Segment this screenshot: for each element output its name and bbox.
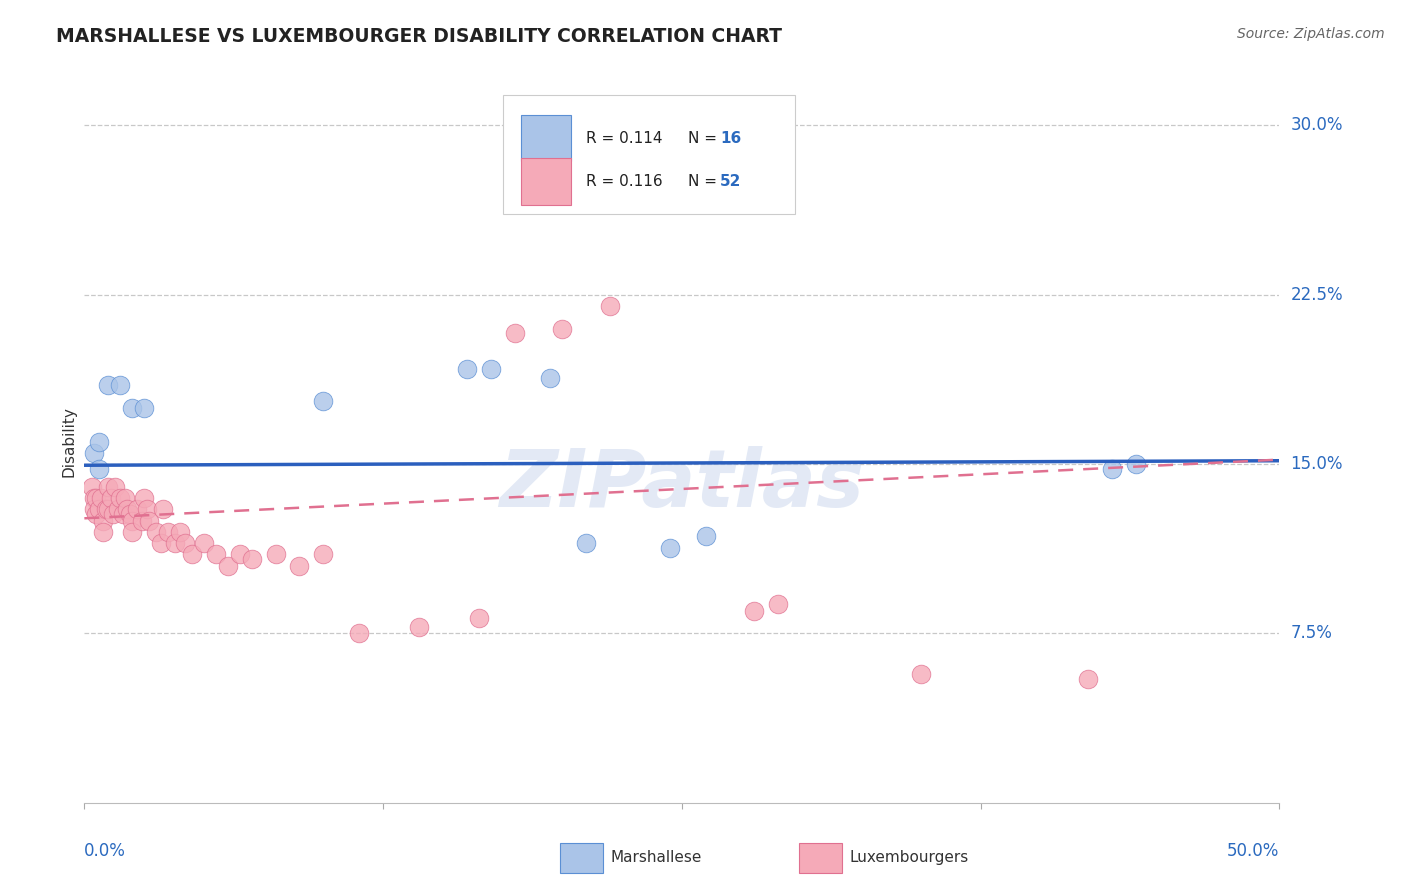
Point — [659, 541, 682, 555]
Point — [1077, 672, 1099, 686]
Text: MARSHALLESE VS LUXEMBOURGER DISABILITY CORRELATION CHART: MARSHALLESE VS LUXEMBOURGER DISABILITY C… — [56, 27, 782, 45]
Point — [87, 502, 110, 516]
FancyBboxPatch shape — [503, 95, 796, 214]
Point — [165, 536, 187, 550]
FancyBboxPatch shape — [799, 843, 842, 873]
Point — [468, 610, 491, 624]
Point — [205, 548, 228, 562]
Point — [1125, 457, 1147, 471]
Point — [742, 604, 765, 618]
Point — [145, 524, 167, 539]
Point — [117, 502, 139, 516]
Text: 0.0%: 0.0% — [84, 842, 127, 860]
Point — [86, 491, 108, 505]
Y-axis label: Disability: Disability — [60, 406, 76, 477]
Point — [93, 524, 115, 539]
Point — [110, 378, 132, 392]
Point — [193, 536, 215, 550]
Point — [910, 667, 932, 681]
Point — [80, 480, 103, 494]
Point — [97, 378, 120, 392]
Point — [575, 536, 598, 550]
Point — [240, 552, 263, 566]
Point — [135, 502, 157, 516]
Text: Luxembourgers: Luxembourgers — [849, 850, 969, 865]
Point — [181, 548, 204, 562]
Point — [121, 401, 143, 415]
Text: 16: 16 — [720, 130, 741, 145]
Point — [157, 524, 180, 539]
Text: 50.0%: 50.0% — [1227, 842, 1279, 860]
Point — [94, 502, 117, 516]
Text: R = 0.116: R = 0.116 — [586, 174, 662, 189]
Point — [87, 461, 110, 475]
Point — [93, 514, 115, 528]
Point — [173, 536, 195, 550]
Point — [551, 321, 574, 335]
Point — [83, 502, 105, 516]
Point — [132, 491, 156, 505]
Point — [1101, 461, 1123, 475]
Text: 52: 52 — [720, 174, 741, 189]
Point — [100, 491, 122, 505]
Text: 15.0%: 15.0% — [1291, 455, 1343, 473]
Point — [111, 507, 134, 521]
Text: R = 0.114: R = 0.114 — [586, 130, 662, 145]
Point — [104, 480, 127, 494]
Point — [349, 626, 371, 640]
Point — [83, 491, 105, 505]
FancyBboxPatch shape — [520, 158, 571, 204]
Text: 7.5%: 7.5% — [1291, 624, 1333, 642]
Text: Marshallese: Marshallese — [610, 850, 702, 865]
Text: N =: N = — [688, 130, 721, 145]
Point — [599, 299, 621, 313]
Point — [766, 175, 789, 189]
FancyBboxPatch shape — [520, 115, 571, 161]
Point — [540, 371, 562, 385]
Point — [766, 597, 789, 611]
Point — [86, 507, 108, 521]
Point — [118, 507, 141, 521]
Point — [217, 558, 239, 573]
Point — [152, 502, 174, 516]
Point — [408, 620, 430, 634]
Text: Source: ZipAtlas.com: Source: ZipAtlas.com — [1237, 27, 1385, 41]
Point — [312, 548, 335, 562]
Point — [149, 536, 172, 550]
Point — [131, 514, 153, 528]
Text: 30.0%: 30.0% — [1291, 117, 1343, 135]
Point — [110, 491, 132, 505]
Text: N =: N = — [688, 174, 721, 189]
Point — [97, 480, 120, 494]
Point — [132, 401, 156, 415]
Point — [456, 362, 478, 376]
Point — [97, 502, 120, 516]
Point — [121, 514, 143, 528]
Point — [121, 524, 143, 539]
FancyBboxPatch shape — [560, 843, 603, 873]
Text: 22.5%: 22.5% — [1291, 285, 1343, 304]
Point — [83, 446, 105, 460]
Point — [229, 548, 252, 562]
Point — [90, 491, 112, 505]
Point — [288, 558, 311, 573]
Point — [101, 507, 124, 521]
Point — [138, 514, 160, 528]
Point — [114, 491, 136, 505]
Point — [107, 502, 129, 516]
Point — [169, 524, 191, 539]
Point — [479, 362, 502, 376]
Point — [264, 548, 287, 562]
Point — [87, 434, 110, 449]
Point — [125, 502, 148, 516]
Point — [312, 393, 335, 408]
Text: ZIPatlas: ZIPatlas — [499, 446, 865, 524]
Point — [503, 326, 526, 340]
Point — [695, 529, 717, 543]
